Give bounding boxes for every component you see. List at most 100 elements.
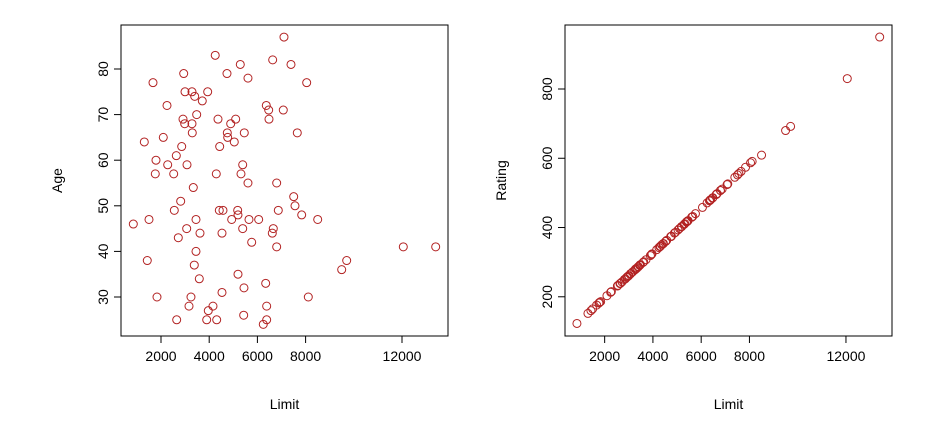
data-point xyxy=(215,142,225,152)
data-point xyxy=(184,301,194,311)
data-point xyxy=(646,250,656,260)
data-point xyxy=(218,205,228,215)
data-point xyxy=(273,205,283,215)
data-point xyxy=(227,214,237,224)
data-point xyxy=(238,224,248,234)
data-point xyxy=(715,185,725,195)
data-point xyxy=(647,249,657,259)
data-point xyxy=(704,196,714,206)
data-point xyxy=(182,160,192,170)
y-tick-label: 40 xyxy=(95,243,111,259)
data-point xyxy=(262,315,272,325)
data-point xyxy=(238,160,248,170)
data-point xyxy=(182,224,192,234)
data-point xyxy=(670,227,680,237)
y-tick-label: 200 xyxy=(539,285,555,309)
x-tick-label: 12000 xyxy=(826,348,865,364)
data-point xyxy=(180,119,190,129)
data-point xyxy=(223,132,233,142)
data-point xyxy=(628,267,638,277)
data-point xyxy=(638,257,648,267)
x-tick-label: 12000 xyxy=(383,348,422,364)
y-tick-label: 70 xyxy=(95,107,111,123)
data-point xyxy=(733,170,743,180)
data-point xyxy=(217,287,227,297)
data-point xyxy=(239,310,249,320)
x-tick-label: 6000 xyxy=(242,348,273,364)
data-point xyxy=(210,50,220,60)
data-point xyxy=(243,73,253,83)
data-point xyxy=(717,184,727,194)
data-point xyxy=(239,128,249,138)
data-point xyxy=(194,274,204,284)
data-point xyxy=(723,179,733,189)
x-tick-label: 2000 xyxy=(145,348,176,364)
x-tick-label: 2000 xyxy=(589,348,620,364)
data-point xyxy=(842,74,852,84)
data-point xyxy=(178,114,188,124)
data-point xyxy=(177,142,187,152)
data-point xyxy=(289,192,299,202)
data-point xyxy=(595,297,605,307)
data-point xyxy=(342,256,352,266)
data-point xyxy=(702,198,712,208)
data-point xyxy=(180,87,190,97)
y-tick-label: 600 xyxy=(539,146,555,170)
data-point xyxy=(746,158,756,168)
data-point xyxy=(431,242,441,252)
data-point xyxy=(172,315,182,325)
x-axis-label: Limit xyxy=(270,396,300,412)
data-point xyxy=(173,233,183,243)
data-point xyxy=(208,301,218,311)
data-point xyxy=(203,306,213,316)
data-point xyxy=(690,209,700,219)
y-axis-label: Age xyxy=(49,168,65,193)
data-point xyxy=(292,128,302,138)
data-point xyxy=(211,169,221,179)
age-vs-limit-panel: Limit Age 2000 4000 6000 8000 12000 30 40 50 60 7… xyxy=(49,24,449,412)
data-point xyxy=(781,126,791,136)
data-point xyxy=(264,114,274,124)
data-point xyxy=(243,178,253,188)
data-point xyxy=(192,110,202,120)
data-point xyxy=(195,228,205,238)
data-point xyxy=(162,100,172,110)
x-tick-label: 8000 xyxy=(734,348,765,364)
y-axis-label: Rating xyxy=(493,160,509,200)
data-point xyxy=(150,169,160,179)
data-point xyxy=(655,241,665,251)
data-point xyxy=(188,183,198,193)
y-tick-label: 400 xyxy=(539,216,555,240)
data-point xyxy=(622,272,632,282)
data-point xyxy=(267,228,277,238)
data-point xyxy=(187,87,197,97)
data-point xyxy=(179,69,189,79)
y-tick-label: 60 xyxy=(95,152,111,168)
plot-frame xyxy=(120,24,449,337)
data-point xyxy=(645,251,655,261)
data-point xyxy=(233,210,243,220)
data-point xyxy=(662,235,672,245)
data-point xyxy=(279,32,289,42)
y-tick-label: 800 xyxy=(539,77,555,101)
rating-vs-limit-panel: Limit Rating 2000 4000 6000 8000 12000 200 400… xyxy=(493,24,893,412)
data-point xyxy=(190,91,200,101)
y-tick-label: 80 xyxy=(95,61,111,77)
data-point xyxy=(247,237,257,247)
data-point xyxy=(682,216,692,226)
data-point xyxy=(258,319,268,329)
data-point xyxy=(617,277,627,287)
data-point xyxy=(583,308,593,318)
data-point xyxy=(151,155,161,165)
data-point xyxy=(254,214,264,224)
data-point xyxy=(163,160,173,170)
data-point xyxy=(152,292,162,302)
data-point xyxy=(186,292,196,302)
data-point xyxy=(786,121,796,131)
data-point xyxy=(661,236,671,246)
data-point xyxy=(203,87,213,97)
data-point xyxy=(261,100,271,110)
data-point xyxy=(229,137,239,147)
data-point xyxy=(757,150,767,160)
